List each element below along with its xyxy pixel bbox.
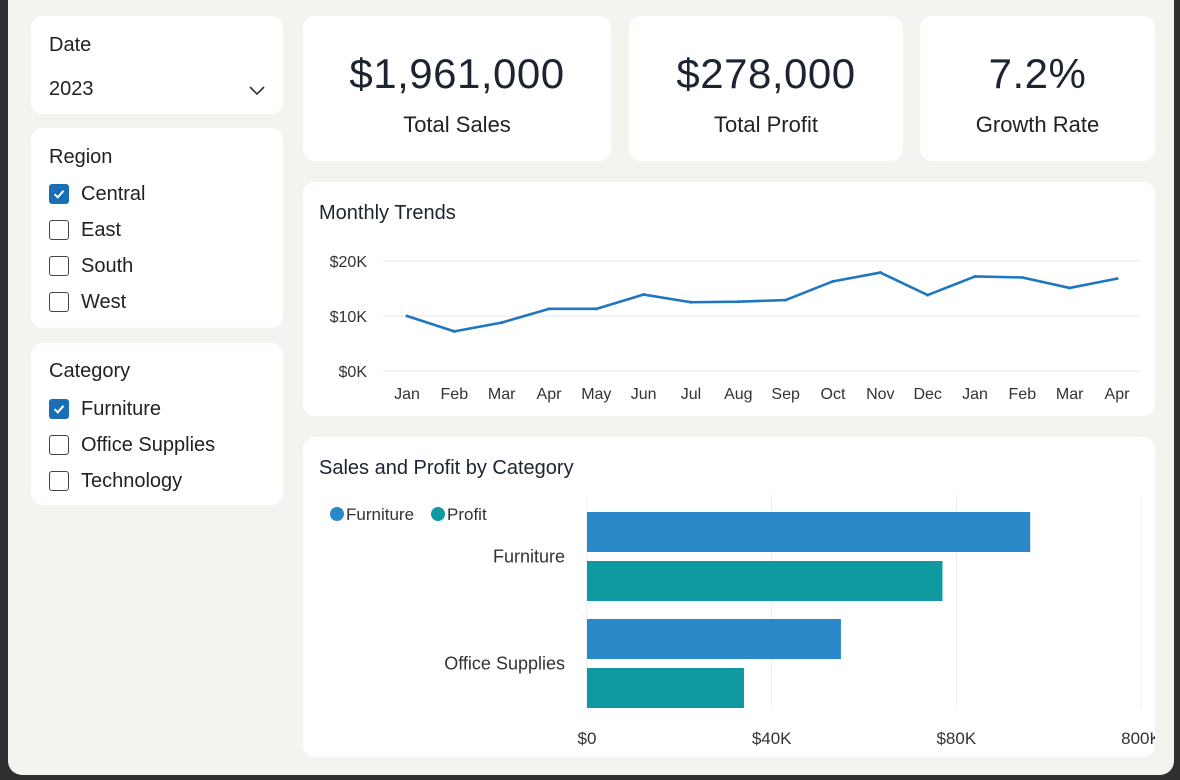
x-tick-label: Apr bbox=[537, 386, 563, 403]
data-point bbox=[405, 314, 409, 318]
legend-label: Furniture bbox=[346, 505, 414, 524]
checkbox[interactable] bbox=[49, 184, 69, 204]
checkbox[interactable] bbox=[49, 435, 69, 455]
kpi-label: Total Sales bbox=[403, 112, 511, 137]
x-tick-label: Aug bbox=[724, 386, 752, 403]
data-point bbox=[878, 271, 882, 275]
kpi-value: 7.2% bbox=[988, 50, 1087, 97]
checkbox[interactable] bbox=[49, 256, 69, 276]
kpi-label: Total Profit bbox=[714, 112, 818, 137]
bar bbox=[587, 619, 841, 659]
category-filter-card: Category Furniture Office Supplies Techn… bbox=[31, 343, 283, 505]
x-tick-label: $40K bbox=[752, 729, 792, 748]
monthly-trends-title: Monthly Trends bbox=[319, 202, 456, 224]
kpi-card-total-sales: $1,961,000 Total Sales bbox=[303, 16, 611, 161]
x-tick-label: Oct bbox=[821, 386, 846, 403]
data-point bbox=[594, 307, 598, 311]
region-option-south[interactable]: South bbox=[49, 254, 133, 278]
monthly-trends-chart: $0K $10K $20K Jan Feb Mar Apr May Jun Jul Aug Sep Oc… bbox=[330, 254, 1139, 403]
checkmark-icon bbox=[53, 190, 65, 199]
date-filter-card: Date 2023 bbox=[31, 16, 283, 114]
x-tick-label: Jan bbox=[394, 386, 420, 403]
x-tick-label: Jul bbox=[681, 386, 701, 403]
bar bbox=[587, 512, 1031, 552]
x-tick-label: Dec bbox=[913, 386, 941, 403]
data-point bbox=[547, 307, 551, 311]
x-tick-label: Mar bbox=[488, 386, 516, 403]
data-point bbox=[1068, 286, 1072, 290]
chevron-down-icon bbox=[249, 86, 265, 96]
checkmark-icon bbox=[53, 405, 65, 414]
category-filter-title: Category bbox=[49, 360, 131, 382]
legend-marker bbox=[330, 507, 344, 521]
kpi-label: Growth Rate bbox=[975, 112, 1100, 137]
data-point bbox=[452, 329, 456, 333]
x-tick-label: Jan bbox=[962, 386, 988, 403]
x-tick-label: Apr bbox=[1105, 386, 1131, 403]
category-option-office-supplies[interactable]: Office Supplies bbox=[49, 433, 215, 457]
checkbox[interactable] bbox=[49, 471, 69, 491]
category-label: Furniture bbox=[493, 547, 565, 567]
region-option-label: South bbox=[81, 254, 134, 277]
kpi-value: $278,000 bbox=[676, 50, 856, 97]
date-dropdown-value: 2023 bbox=[49, 78, 94, 100]
region-option-west[interactable]: West bbox=[49, 290, 126, 314]
region-filter-card: Region Central East South West bbox=[31, 128, 283, 328]
data-point bbox=[784, 298, 788, 302]
dashboard-frame: Date 2023 Region Central East South West bbox=[8, 0, 1174, 775]
date-filter-title: Date bbox=[49, 34, 92, 56]
legend-marker bbox=[431, 507, 445, 521]
data-point bbox=[642, 293, 646, 297]
category-option-label: Office Supplies bbox=[81, 433, 216, 456]
x-tick-label: Feb bbox=[441, 386, 469, 403]
checkbox[interactable] bbox=[49, 220, 69, 240]
category-label: Office Supplies bbox=[444, 654, 565, 674]
x-tick-label: Jun bbox=[631, 386, 657, 403]
date-dropdown[interactable]: 2023 bbox=[31, 66, 283, 110]
x-tick-label: Feb bbox=[1009, 386, 1037, 403]
kpi-card-growth-rate: 7.2% Growth Rate bbox=[920, 16, 1155, 161]
legend-label: Profit bbox=[447, 505, 487, 524]
data-point bbox=[736, 300, 740, 304]
data-point bbox=[831, 279, 835, 283]
sales-profit-card: Sales and Profit by Category $0 $40K $80K 8… bbox=[303, 437, 1155, 757]
monthly-trends-card: Monthly Trends $0K $10K $20K Jan Feb Mar Apr Ma… bbox=[303, 182, 1155, 416]
region-option-central[interactable]: Central bbox=[49, 182, 145, 206]
y-tick-label: $0K bbox=[339, 364, 368, 381]
region-option-label: East bbox=[81, 218, 122, 241]
x-tick-label: $0 bbox=[578, 729, 597, 748]
kpi-card-total-profit: $278,000 Total Profit bbox=[629, 16, 903, 161]
data-point bbox=[973, 274, 977, 278]
kpi-value: $1,961,000 bbox=[349, 50, 565, 97]
data-point bbox=[689, 300, 693, 304]
region-option-east[interactable]: East bbox=[49, 218, 121, 242]
y-tick-label: $10K bbox=[330, 309, 368, 326]
sales-profit-title: Sales and Profit by Category bbox=[319, 457, 574, 479]
data-point bbox=[1020, 276, 1024, 279]
series-line bbox=[406, 271, 1118, 333]
checkbox[interactable] bbox=[49, 292, 69, 312]
x-tick-label: May bbox=[581, 386, 611, 403]
region-option-label: West bbox=[81, 290, 127, 313]
region-option-label: Central bbox=[81, 182, 146, 205]
x-tick-label: Mar bbox=[1056, 386, 1084, 403]
category-option-furniture[interactable]: Furniture bbox=[49, 397, 161, 421]
checkbox[interactable] bbox=[49, 399, 69, 419]
sales-profit-chart: $0 $40K $80K 800K Furniture Profit Furniture Of… bbox=[330, 495, 1155, 748]
x-tick-label: 800K bbox=[1121, 729, 1155, 748]
bar bbox=[587, 561, 943, 601]
y-tick-label: $20K bbox=[330, 254, 368, 271]
x-tick-label: $80K bbox=[936, 729, 976, 748]
category-option-label: Technology bbox=[81, 469, 183, 492]
bar bbox=[587, 668, 744, 708]
data-point bbox=[500, 321, 504, 325]
category-option-label: Furniture bbox=[81, 397, 162, 420]
x-tick-label: Nov bbox=[866, 386, 894, 403]
data-point bbox=[926, 293, 930, 297]
region-filter-title: Region bbox=[49, 146, 113, 168]
category-option-technology[interactable]: Technology bbox=[49, 469, 182, 493]
data-point bbox=[1115, 277, 1119, 281]
x-tick-label: Sep bbox=[771, 386, 800, 403]
